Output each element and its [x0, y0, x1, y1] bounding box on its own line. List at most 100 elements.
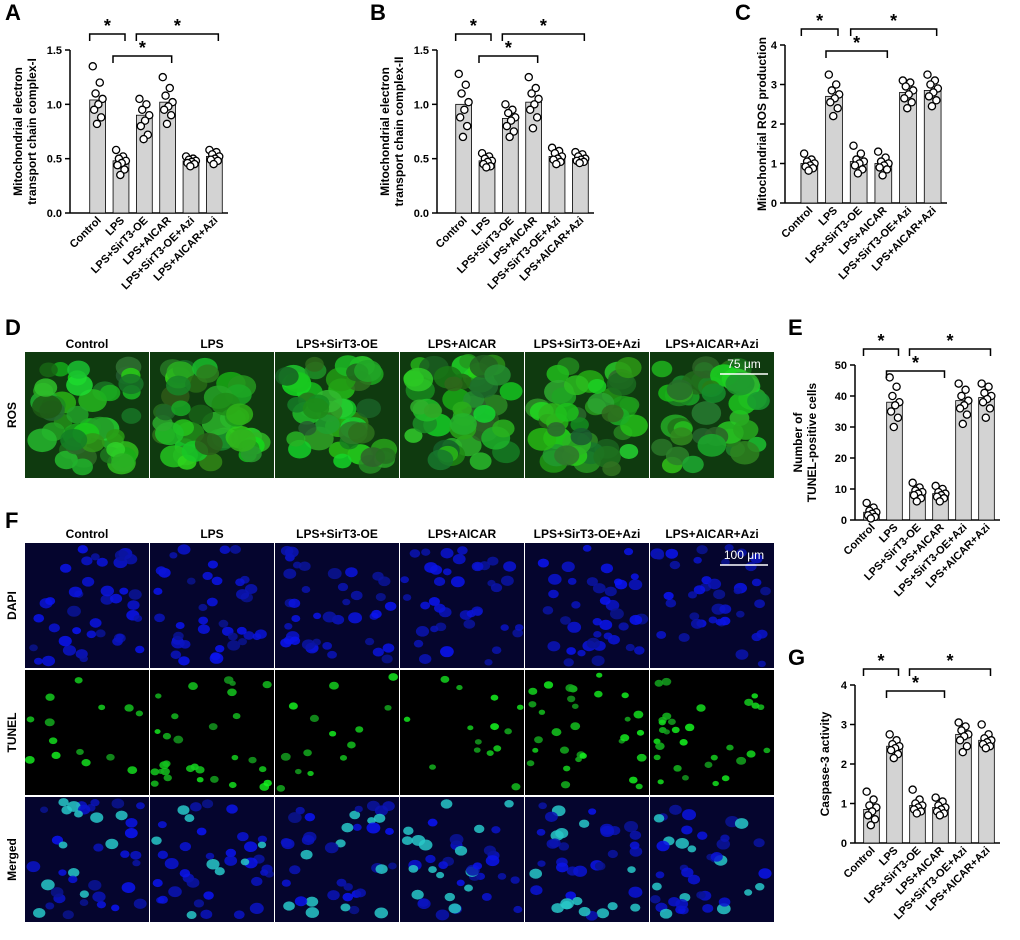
y-axis-label: Number of [791, 411, 805, 472]
cell [184, 814, 195, 823]
significance-bracket [88, 33, 126, 41]
cell [78, 389, 107, 412]
cell [661, 677, 672, 686]
cell [485, 855, 500, 867]
cell [420, 601, 431, 610]
cell [175, 621, 185, 630]
cell [490, 723, 499, 731]
cell [467, 725, 474, 731]
y-axis-label: Mitochondrial electron [11, 67, 25, 196]
cell [629, 614, 643, 625]
cell [571, 601, 581, 609]
cell [164, 858, 179, 870]
cell [513, 905, 523, 914]
cell [96, 557, 108, 567]
cell [491, 826, 501, 834]
cell [418, 839, 433, 851]
cell [730, 441, 760, 465]
cell [436, 871, 445, 879]
cell [179, 869, 191, 878]
cell [696, 891, 706, 899]
data-point [120, 165, 129, 174]
data-point [162, 119, 172, 129]
cell [305, 907, 320, 918]
cell [463, 619, 476, 629]
cell [120, 850, 130, 858]
cell [388, 862, 397, 870]
cell [633, 710, 644, 719]
data-point [454, 69, 464, 79]
data-point [931, 793, 940, 802]
cell [79, 655, 88, 663]
column-label: LPS+AICAR+Azi [665, 337, 758, 351]
y-tick-label: 50 [835, 360, 847, 372]
data-point [962, 410, 972, 419]
cell [718, 897, 731, 907]
cell [530, 885, 543, 896]
column-label: Control [66, 527, 109, 541]
data-point [912, 497, 922, 506]
cell [62, 910, 74, 920]
cell [734, 818, 749, 829]
cell [51, 751, 61, 760]
cell [662, 712, 672, 720]
y-tick-label: 1 [841, 799, 847, 811]
cell [375, 864, 388, 874]
cell [675, 837, 689, 849]
data-point [209, 159, 218, 169]
cell [294, 768, 302, 775]
cell [258, 766, 267, 773]
significance-bracket [825, 50, 889, 58]
cell [280, 638, 292, 648]
data-point [882, 165, 892, 174]
data-point [890, 401, 900, 410]
data-point [525, 105, 535, 115]
cell [371, 609, 382, 619]
cell [619, 443, 639, 459]
data-point [113, 160, 122, 170]
cell [61, 805, 73, 815]
cell [526, 760, 535, 767]
cell [178, 656, 190, 666]
cell [48, 737, 58, 745]
cell [615, 357, 642, 379]
data-point [862, 787, 871, 796]
panel-letter: B [370, 0, 386, 25]
significance-label: * [877, 651, 884, 671]
cell [313, 612, 322, 620]
cell [236, 589, 250, 600]
cell [555, 828, 569, 839]
y-tick-label: 4 [841, 680, 848, 692]
cell [594, 690, 603, 698]
cell [329, 730, 337, 737]
cell [719, 604, 732, 614]
cell [348, 612, 363, 624]
cell [600, 563, 614, 574]
data-point [912, 809, 922, 818]
cell [529, 868, 543, 879]
y-tick-label: 20 [835, 453, 847, 465]
data-point [892, 382, 901, 391]
cell [607, 849, 618, 859]
cell [656, 630, 667, 639]
cell [572, 897, 583, 906]
cell [74, 677, 83, 684]
data-point [462, 121, 472, 131]
cell [650, 895, 661, 904]
cell [599, 619, 613, 631]
cell [571, 703, 579, 709]
micrograph-background [25, 670, 149, 795]
cell [186, 577, 196, 585]
cell [621, 692, 629, 699]
micrograph [25, 797, 149, 922]
cell [298, 561, 311, 572]
data-point [985, 404, 995, 413]
data-point [901, 82, 911, 91]
cell [58, 635, 72, 647]
cell [654, 679, 664, 687]
cell [157, 895, 168, 904]
cell [401, 836, 413, 845]
cell [592, 617, 602, 626]
cell [124, 553, 138, 565]
data-point [831, 80, 841, 89]
